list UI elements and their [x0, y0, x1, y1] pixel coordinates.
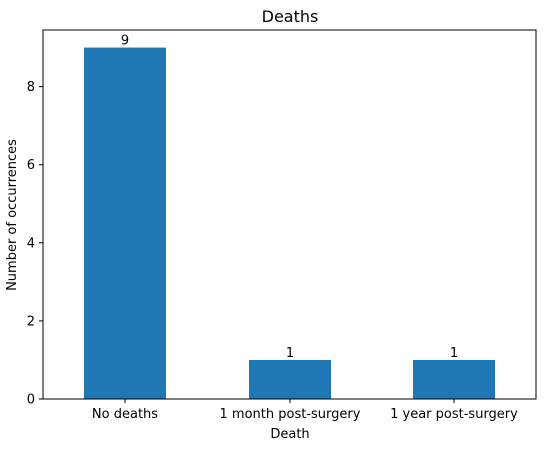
y-axis-label: Number of occurrences [5, 139, 20, 291]
x-tick-label-2: 1 year post-surgery [390, 407, 518, 422]
bar-2 [413, 359, 495, 399]
x-tick-label-1: 1 month post-surgery [220, 407, 361, 422]
y-tick-label-0: 0 [27, 393, 35, 408]
y-tick-label-1: 2 [27, 314, 35, 329]
chart-title: Deaths [262, 7, 319, 26]
plot-area: 9 1 1 0 2 4 6 8 No deaths 1 month post-surgery 1 y… [27, 29, 537, 422]
y-tick-label-4: 8 [27, 80, 35, 95]
bar-1 [249, 359, 331, 399]
y-tick-label-3: 6 [27, 158, 35, 173]
data-label-0: 9 [121, 34, 129, 49]
x-axis-label: Death [270, 427, 309, 442]
y-tick-label-2: 4 [27, 236, 35, 251]
bar-0 [84, 47, 166, 399]
data-label-2: 1 [450, 346, 458, 361]
data-label-1: 1 [286, 346, 294, 361]
x-tick-label-0: No deaths [92, 407, 158, 422]
